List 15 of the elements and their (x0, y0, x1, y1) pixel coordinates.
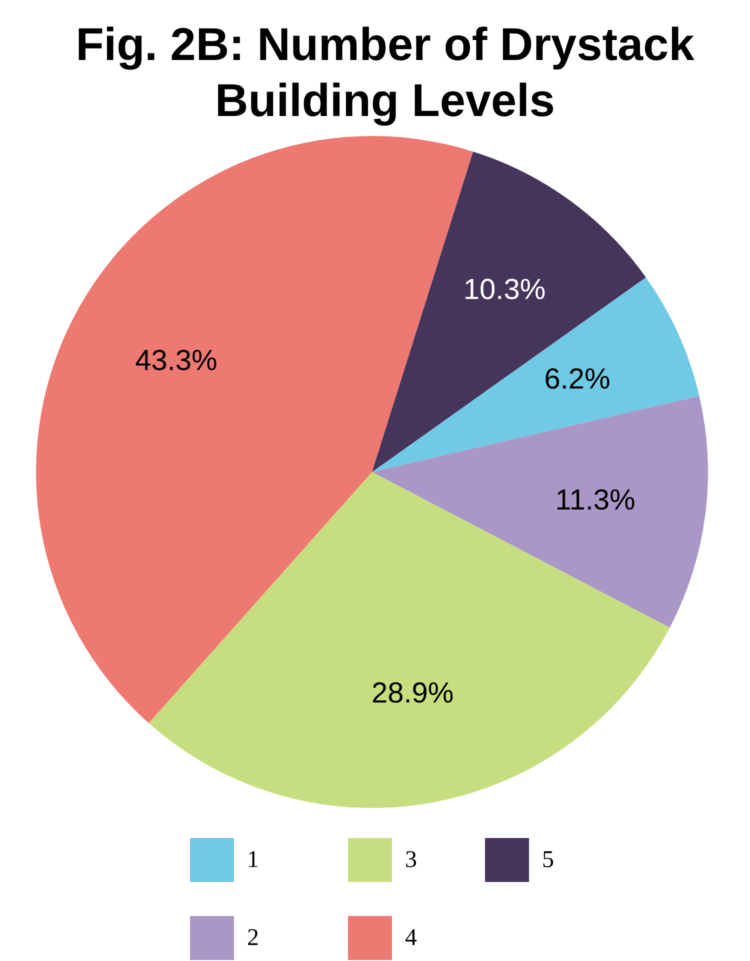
legend-label: 1 (247, 847, 259, 873)
legend-label: 4 (405, 925, 417, 951)
data-label: 10.3% (463, 274, 546, 306)
data-label: 11.3% (555, 484, 636, 516)
data-label: 6.2% (544, 364, 610, 396)
data-label: 43.3% (135, 344, 218, 377)
data-label: 28.9% (371, 677, 454, 710)
legend-label: 3 (405, 847, 417, 873)
pie-slice (372, 396, 708, 628)
legend-label: 5 (542, 847, 554, 873)
chart-title: Fig. 2B: Number of Drystack Building Levels (76, 18, 695, 126)
legend-label: 2 (247, 925, 259, 951)
pie-slice (372, 152, 646, 472)
pie-slice (372, 277, 700, 472)
pie-slice (148, 472, 670, 808)
